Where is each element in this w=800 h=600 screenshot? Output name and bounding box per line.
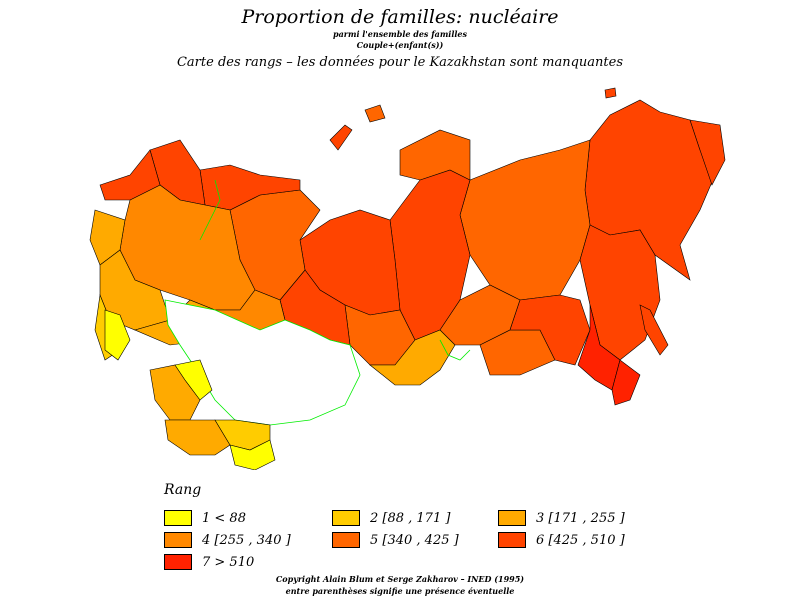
legend-item: 6 [425 , 510 ] [498, 532, 625, 548]
legend-item: 4 [255 , 340 ] [164, 532, 291, 548]
legend-title: Rang [164, 482, 202, 498]
region-taimyr [399, 129, 471, 181]
legend-swatch [498, 510, 526, 526]
legend-label: 1 < 88 [202, 510, 246, 526]
legend-label: 5 [340 , 425 ] [370, 532, 459, 548]
map-subtitle: Carte des rangs – les données pour le Ka… [176, 55, 623, 70]
legend-label: 3 [171 , 255 ] [536, 510, 625, 526]
region-turkmenistan [164, 419, 231, 456]
region-sakhalin [639, 304, 669, 356]
region-kamchatka [689, 119, 726, 186]
region-primorye [611, 359, 641, 406]
legend-label: 4 [255 , 340 ] [202, 532, 291, 548]
legend-swatch [332, 510, 360, 526]
island-severnaya-zemlya [364, 104, 386, 123]
copyright-text: Copyright Alain Blum et Serge Zakharov –… [275, 574, 525, 584]
region-yakutia [459, 139, 591, 301]
region-tajik-kyrgyz [229, 439, 276, 470]
island-novaya-zemlya [329, 124, 353, 151]
legend-swatch [332, 532, 360, 548]
legend-label: 7 > 510 [202, 554, 255, 570]
legend-item: 7 > 510 [164, 554, 254, 570]
island-wrangel [604, 87, 617, 99]
legend-swatch [164, 510, 192, 526]
legend-label: 2 [88 , 171 ] [370, 510, 451, 526]
legend-swatch [164, 554, 192, 570]
legend-item: 3 [171 , 255 ] [498, 510, 625, 526]
region-amur [577, 304, 621, 391]
missing-border-siberia [439, 339, 471, 361]
footer-note: entre parenthèses signifie une présence … [285, 586, 515, 596]
choropleth-map [89, 87, 726, 470]
legend-swatch [164, 532, 192, 548]
region-chita [509, 294, 591, 366]
subtitle-family-type: Couple+(enfant(s)) [356, 40, 444, 50]
region-altai [369, 329, 456, 386]
legend-swatch [498, 532, 526, 548]
legend-label: 6 [425 , 510 ] [536, 532, 625, 548]
region-baltic [99, 149, 161, 201]
map-title: Proportion de familles: nucléaire [241, 6, 559, 28]
region-moldova-south [104, 309, 131, 361]
missing-border-north [199, 179, 221, 241]
legend-item: 5 [340 , 425 ] [332, 532, 459, 548]
legend-item: 1 < 88 [164, 510, 246, 526]
subtitle-population: parmi l'ensemble des familles [332, 29, 467, 39]
region-caspian-west [174, 359, 213, 401]
legend-item: 2 [88 , 171 ] [332, 510, 450, 526]
